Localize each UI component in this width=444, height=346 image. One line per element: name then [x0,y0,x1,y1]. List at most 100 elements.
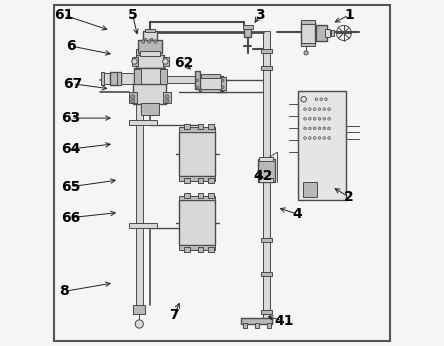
Bar [198,247,203,252]
Text: 61: 61 [55,8,74,22]
Circle shape [318,137,321,139]
Bar [138,40,162,53]
Bar [139,52,160,56]
Bar [317,25,327,41]
Circle shape [328,127,330,130]
Text: 66: 66 [61,211,81,225]
Circle shape [309,137,311,139]
Circle shape [318,127,321,130]
Bar [132,57,138,66]
Text: 65: 65 [61,180,81,194]
Bar [165,76,196,83]
Bar [261,169,272,173]
Text: 41: 41 [274,314,293,328]
Bar [129,92,137,103]
Bar [325,29,330,37]
Circle shape [304,137,306,139]
Circle shape [135,320,143,328]
Circle shape [328,117,330,120]
Bar [198,193,203,198]
Circle shape [320,98,322,101]
Circle shape [221,86,224,89]
Circle shape [309,108,311,110]
Circle shape [141,40,145,43]
Bar [202,74,220,78]
Circle shape [323,108,325,110]
Bar [179,127,215,132]
Bar [102,73,112,84]
Circle shape [144,38,147,41]
Circle shape [221,79,224,82]
Text: 2: 2 [344,190,354,204]
Bar [261,49,272,53]
Circle shape [304,51,308,55]
Bar [194,71,200,89]
Bar [258,159,275,182]
Bar [184,247,190,252]
Circle shape [196,79,198,82]
Circle shape [313,137,316,139]
Bar [259,157,274,161]
Bar [136,55,164,68]
Bar [199,76,223,91]
Bar [244,27,251,37]
Bar [254,323,259,328]
Bar [331,30,334,36]
Circle shape [323,137,325,139]
Circle shape [131,95,135,99]
Bar [242,323,247,328]
Bar [261,310,272,314]
Bar [198,179,203,183]
Text: 6: 6 [66,39,76,53]
Bar [135,49,143,307]
Circle shape [313,117,316,120]
Bar [135,67,165,85]
Bar [179,200,215,245]
Text: 3: 3 [255,8,265,22]
Text: 42: 42 [254,170,273,183]
Bar [143,31,157,41]
Bar [301,22,315,44]
Bar [117,72,121,85]
Bar [111,72,121,85]
Bar [202,89,220,92]
Circle shape [131,99,135,103]
Bar [119,73,135,84]
Circle shape [328,137,330,139]
Bar [179,132,215,176]
Circle shape [304,117,306,120]
Bar [303,182,317,197]
Bar [241,318,272,324]
Circle shape [132,59,137,64]
Bar [259,178,274,182]
Text: 63: 63 [61,111,81,125]
Circle shape [318,108,321,110]
Circle shape [304,127,306,130]
Text: 4: 4 [293,207,302,221]
Bar [184,124,190,129]
Bar [208,193,214,198]
Circle shape [147,40,151,43]
Circle shape [315,98,318,101]
Bar [301,20,315,24]
Circle shape [304,108,306,110]
Bar [160,69,167,84]
Circle shape [309,117,311,120]
Circle shape [318,117,321,120]
Bar [163,92,171,103]
Bar [129,223,157,228]
Bar [297,91,345,200]
Bar [261,66,272,70]
Circle shape [313,127,316,130]
Circle shape [323,117,325,120]
Circle shape [165,95,169,99]
Bar [134,305,145,314]
Text: 5: 5 [128,8,138,22]
Circle shape [328,108,330,110]
Bar [261,237,272,242]
Text: 62: 62 [174,56,194,70]
Text: 8: 8 [59,284,69,298]
Bar [141,103,159,115]
Bar [262,30,270,319]
Bar [301,43,315,46]
